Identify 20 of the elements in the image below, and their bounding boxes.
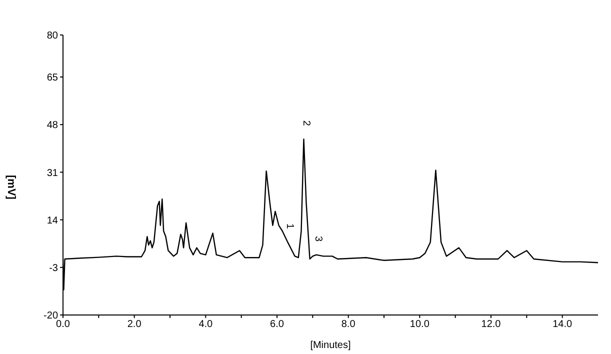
annotation: 2 xyxy=(300,120,312,126)
y-tick-label: 31 xyxy=(46,168,58,179)
y-tick-label: 65 xyxy=(46,72,58,84)
x-tick-label: 0.0 xyxy=(56,319,70,330)
annotation: 3 xyxy=(312,236,324,242)
x-tick-label: 8.0 xyxy=(341,319,356,330)
x-tick-label: 12.0 xyxy=(481,319,502,330)
y-tick-label: -3 xyxy=(49,262,58,274)
y-tick-label: -20 xyxy=(44,310,58,322)
y-axis-title: [mV] xyxy=(5,175,18,200)
x-tick-label: 4.0 xyxy=(198,319,214,330)
x-axis-title: [Minutes] xyxy=(310,340,352,351)
y-tick-label: 48 xyxy=(46,120,58,132)
annotation: 1 xyxy=(284,223,296,230)
y-tick-label: 80 xyxy=(46,30,58,42)
x-tick-label: 2.0 xyxy=(127,319,142,330)
x-tick-label: 10.0 xyxy=(410,319,430,330)
y-tick-label: 14 xyxy=(46,215,58,226)
x-tick-label: 14.0 xyxy=(552,319,572,330)
x-tick-label: 6.0 xyxy=(270,319,284,330)
